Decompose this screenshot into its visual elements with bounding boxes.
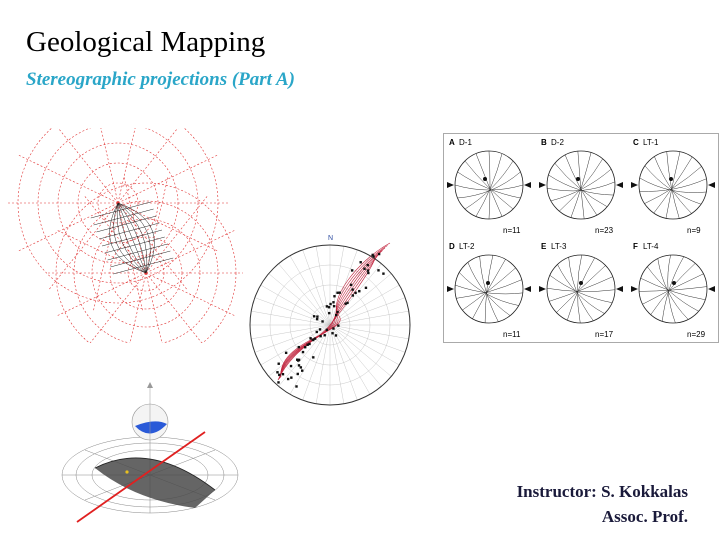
stereonet-panel: C LT-1 n=9 (631, 138, 715, 235)
stereonet-panel: E LT-3 n=17 (539, 242, 623, 339)
panel-letter: A (449, 138, 455, 147)
contour-stereonet-figure: N (249, 235, 411, 406)
north-label: N (328, 235, 333, 242)
panel-site-label: D-2 (551, 138, 564, 147)
stereonet-panels-figure: A D-1 n=11 B D-2 n=23 C LT-1 n=9 D LT-2 n=11 E LT-3 n=… (443, 133, 719, 343)
panel-letter: D (449, 242, 455, 251)
instructor-name: Instructor: S. Kokkalas (516, 482, 688, 501)
projection-net-figure (8, 128, 243, 343)
stereonet-panel: B D-2 n=23 (539, 138, 623, 235)
panel-letter: E (541, 242, 547, 251)
panel-count-label: n=23 (595, 226, 614, 235)
stereonet-panel: F LT-4 n=29 (631, 242, 715, 339)
panel-letter: F (633, 242, 638, 251)
panel-count-label: n=29 (687, 330, 706, 339)
panel-letter: B (541, 138, 547, 147)
panel-count-label: n=17 (595, 330, 614, 339)
panel-count-label: n=11 (503, 330, 521, 339)
slide-subtitle: Stereographic projections (Part A) (26, 69, 295, 90)
instructor-title: Assoc. Prof. (601, 507, 688, 526)
panel-site-label: LT-1 (643, 138, 659, 147)
slide-title: Geological Mapping (26, 26, 266, 58)
stereonet-panel: D LT-2 n=11 (447, 242, 531, 339)
panel-site-label: LT-3 (551, 242, 567, 251)
sphere-projection-figure (61, 382, 239, 523)
panel-site-label: LT-4 (643, 242, 659, 251)
panel-site-label: D-1 (459, 138, 472, 147)
panel-site-label: LT-2 (459, 242, 475, 251)
panel-count-label: n=11 (503, 226, 521, 235)
panel-letter: C (633, 138, 639, 147)
panel-count-label: n=9 (687, 226, 701, 235)
stereonet-panel: A D-1 n=11 (447, 138, 531, 235)
